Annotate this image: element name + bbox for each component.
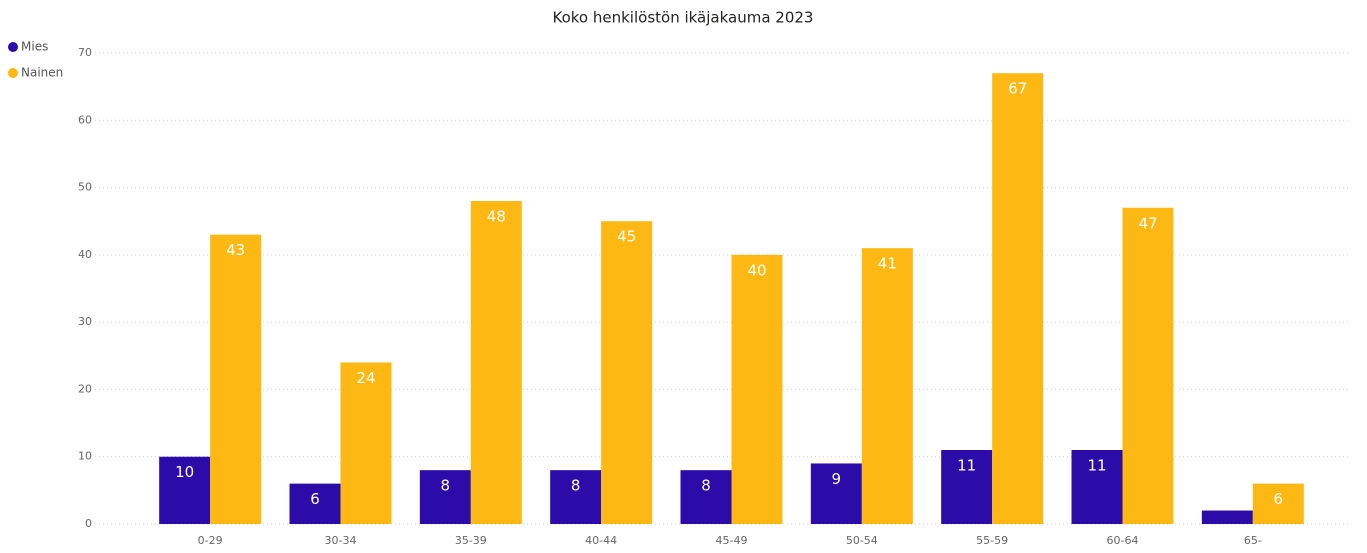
bar bbox=[1071, 449, 1123, 524]
y-tick-label: 70 bbox=[78, 46, 92, 59]
y-tick-label: 0 bbox=[85, 517, 92, 530]
bar bbox=[289, 483, 341, 524]
data-label: 10 bbox=[175, 463, 194, 481]
x-tick-label: 50-54 bbox=[846, 534, 878, 547]
data-label: 48 bbox=[487, 208, 506, 226]
data-label: 41 bbox=[878, 255, 897, 273]
bar bbox=[680, 470, 732, 524]
bar bbox=[731, 254, 783, 524]
legend-label: Mies bbox=[21, 40, 48, 54]
bar bbox=[550, 470, 602, 524]
x-tick-label: 65- bbox=[1244, 534, 1262, 547]
y-tick-label: 60 bbox=[78, 113, 92, 126]
bar bbox=[210, 234, 262, 524]
bar bbox=[1201, 510, 1253, 524]
x-tick-label: 55-59 bbox=[976, 534, 1008, 547]
y-tick-label: 40 bbox=[78, 248, 92, 261]
data-label: 43 bbox=[226, 241, 245, 259]
bar bbox=[159, 456, 211, 524]
data-label: 47 bbox=[1138, 214, 1157, 232]
bar bbox=[419, 470, 471, 524]
data-label: 40 bbox=[747, 261, 766, 279]
x-tick-label: 60-64 bbox=[1107, 534, 1139, 547]
bar bbox=[601, 221, 653, 524]
data-label: 9 bbox=[832, 470, 842, 488]
bar bbox=[992, 73, 1044, 524]
bar bbox=[810, 463, 862, 524]
data-label: 11 bbox=[1087, 456, 1106, 474]
data-label: 24 bbox=[356, 369, 375, 387]
legend-label: Nainen bbox=[21, 66, 63, 80]
data-label: 67 bbox=[1008, 80, 1027, 98]
x-tick-label: 45-49 bbox=[716, 534, 748, 547]
bar bbox=[1122, 207, 1174, 524]
x-tick-label: 0-29 bbox=[198, 534, 223, 547]
bar bbox=[340, 362, 392, 524]
x-tick-label: 40-44 bbox=[585, 534, 617, 547]
data-label: 8 bbox=[701, 477, 711, 495]
data-label: 6 bbox=[310, 490, 320, 508]
chart-title: Koko henkilöstön ikäjakauma 2023 bbox=[553, 9, 814, 27]
y-tick-label: 50 bbox=[78, 181, 92, 194]
data-label: 11 bbox=[957, 456, 976, 474]
bar bbox=[941, 449, 993, 524]
y-tick-label: 20 bbox=[78, 382, 92, 395]
bar bbox=[1252, 483, 1304, 524]
data-label: 45 bbox=[617, 228, 636, 246]
bar bbox=[470, 201, 522, 524]
x-tick-label: 35-39 bbox=[455, 534, 487, 547]
data-label: 8 bbox=[571, 477, 581, 495]
bar bbox=[861, 248, 913, 524]
data-label: 6 bbox=[1274, 490, 1284, 508]
legend-marker bbox=[8, 68, 18, 78]
data-label: 8 bbox=[441, 477, 451, 495]
legend-marker bbox=[8, 42, 18, 52]
y-tick-label: 30 bbox=[78, 315, 92, 328]
y-tick-label: 10 bbox=[78, 450, 92, 463]
x-tick-label: 30-34 bbox=[325, 534, 357, 547]
